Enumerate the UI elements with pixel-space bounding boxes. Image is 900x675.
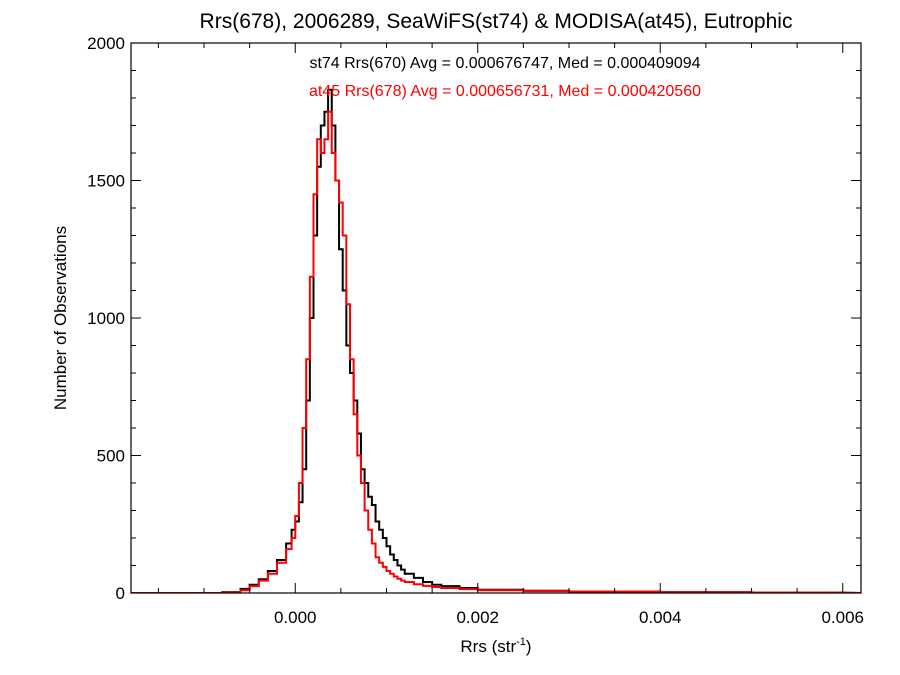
chart-title: Rrs(678), 2006289, SeaWiFS(st74) & MODIS…	[200, 10, 793, 33]
annotation-at45: at45 Rrs(678) Avg = 0.000656731, Med = 0…	[309, 83, 701, 100]
x-axis-label-close: )	[526, 637, 532, 656]
y-tick-label: 0	[116, 584, 125, 603]
y-tick-label: 500	[97, 447, 125, 466]
y-tick-label: 1000	[87, 309, 125, 328]
x-tick-label: 0.000	[274, 608, 317, 627]
series-layer	[131, 88, 861, 593]
plot-frame	[130, 42, 862, 594]
y-axis-label: Number of Observations	[51, 226, 70, 410]
x-axis-label-base: Rrs (str	[460, 637, 516, 656]
x-tick-label: 0.002	[456, 608, 499, 627]
histogram-series-0	[131, 88, 861, 593]
x-tick-label: 0.004	[639, 608, 682, 627]
x-axis-label: Rrs (str-1)	[460, 636, 531, 656]
x-axis-label-sup: -1	[516, 636, 526, 648]
histogram-series-1	[131, 110, 861, 593]
annotation-st74: st74 Rrs(670) Avg = 0.000676747, Med = 0…	[309, 55, 700, 72]
x-tick-label: 0.006	[821, 608, 864, 627]
y-tick-label: 2000	[87, 34, 125, 53]
tick-layer: 0 500 1000 1500 2000 0.000 0.002 0.004 0.006	[87, 34, 864, 627]
y-tick-label: 1500	[87, 172, 125, 191]
